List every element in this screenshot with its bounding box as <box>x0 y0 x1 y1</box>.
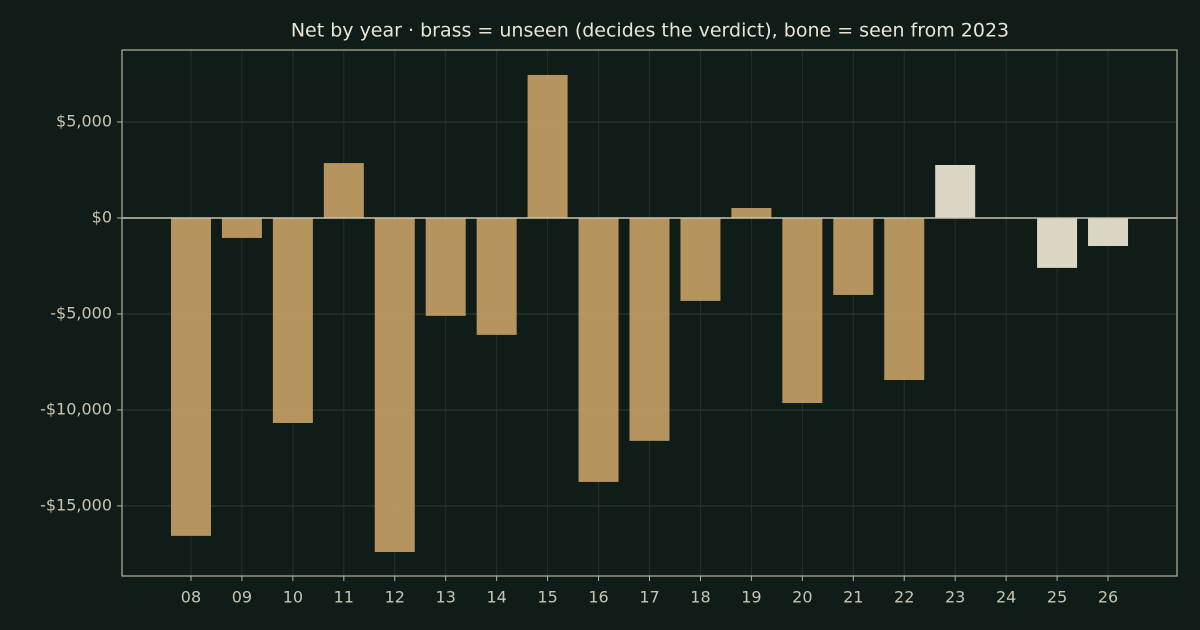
bar <box>731 207 772 218</box>
x-tick-label: 10 <box>283 588 303 607</box>
x-tick-label: 21 <box>843 588 863 607</box>
bar <box>680 217 721 301</box>
bar <box>221 217 262 238</box>
bar <box>884 217 925 380</box>
x-tick-label: 20 <box>792 588 812 607</box>
bar <box>1037 217 1078 268</box>
bar <box>935 164 976 218</box>
x-tick-label: 09 <box>232 588 252 607</box>
y-tick-label: -$15,000 <box>40 495 112 514</box>
x-tick-label: 24 <box>996 588 1016 607</box>
x-tick-label: 08 <box>181 588 201 607</box>
y-tick-label: -$10,000 <box>40 399 112 418</box>
bar <box>1088 217 1129 247</box>
x-tick-label: 26 <box>1098 588 1118 607</box>
x-tick-label: 15 <box>537 588 557 607</box>
bar <box>425 217 466 316</box>
x-tick-label: 13 <box>436 588 456 607</box>
x-tick-label: 22 <box>894 588 914 607</box>
bar <box>476 217 517 335</box>
bar <box>782 217 823 404</box>
x-tick-label: 16 <box>588 588 608 607</box>
x-tick-label: 25 <box>1047 588 1067 607</box>
x-tick-label: 11 <box>334 588 354 607</box>
x-tick-label: 12 <box>385 588 405 607</box>
x-tick-label: 19 <box>741 588 761 607</box>
bar <box>629 217 670 441</box>
x-tick-label: 18 <box>690 588 710 607</box>
bar <box>272 217 313 423</box>
x-tick-label: 14 <box>486 588 506 607</box>
bar <box>527 74 568 218</box>
bar <box>374 217 415 553</box>
bar <box>578 217 619 482</box>
y-tick-label: $5,000 <box>56 111 112 130</box>
bar <box>833 217 874 295</box>
bar <box>170 217 211 536</box>
y-tick-label: $0 <box>92 207 112 226</box>
x-tick-label: 23 <box>945 588 965 607</box>
chart-title: Net by year · brass = unseen (decides th… <box>291 20 1009 42</box>
plot-frame <box>121 49 1178 577</box>
x-tick-label: 17 <box>639 588 659 607</box>
bar <box>323 163 364 218</box>
y-tick-label: -$5,000 <box>50 303 112 322</box>
